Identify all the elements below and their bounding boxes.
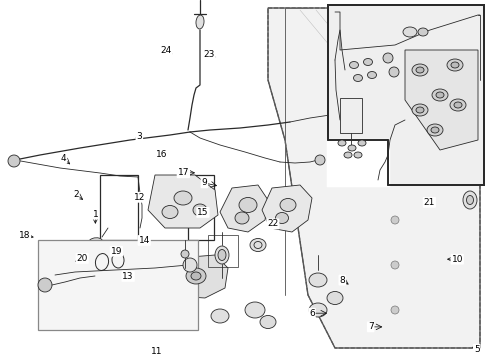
Ellipse shape xyxy=(363,58,372,66)
Ellipse shape xyxy=(215,246,228,264)
Circle shape xyxy=(181,250,189,258)
Text: 2: 2 xyxy=(73,190,79,199)
Ellipse shape xyxy=(430,127,438,133)
Polygon shape xyxy=(267,8,479,348)
Text: 1: 1 xyxy=(92,210,98,219)
Text: 15: 15 xyxy=(197,208,208,217)
Ellipse shape xyxy=(196,15,203,29)
Text: 24: 24 xyxy=(160,46,172,55)
Bar xyxy=(207,235,238,267)
Ellipse shape xyxy=(218,249,225,261)
Text: 17: 17 xyxy=(177,168,189,177)
Ellipse shape xyxy=(353,75,362,81)
Ellipse shape xyxy=(453,102,461,108)
Text: 21: 21 xyxy=(423,198,434,207)
Ellipse shape xyxy=(415,67,423,73)
Ellipse shape xyxy=(367,72,376,78)
Text: 5: 5 xyxy=(473,345,479,354)
Circle shape xyxy=(183,258,197,272)
Ellipse shape xyxy=(426,124,442,136)
Ellipse shape xyxy=(349,62,358,68)
Ellipse shape xyxy=(162,206,178,219)
Text: 10: 10 xyxy=(450,255,462,264)
Text: 14: 14 xyxy=(138,236,150,245)
Text: 4: 4 xyxy=(61,154,66,163)
Ellipse shape xyxy=(446,59,462,71)
Ellipse shape xyxy=(357,140,365,146)
Polygon shape xyxy=(404,50,477,150)
Ellipse shape xyxy=(337,140,346,146)
Circle shape xyxy=(390,176,398,184)
Ellipse shape xyxy=(308,273,326,287)
Polygon shape xyxy=(148,175,218,228)
Ellipse shape xyxy=(326,292,342,305)
Ellipse shape xyxy=(280,198,295,211)
Polygon shape xyxy=(162,255,227,298)
Text: 11: 11 xyxy=(150,346,162,356)
Circle shape xyxy=(314,155,325,165)
Bar xyxy=(187,175,214,240)
Ellipse shape xyxy=(415,107,423,113)
Text: 20: 20 xyxy=(76,254,88,263)
Text: 6: 6 xyxy=(308,309,314,318)
Bar xyxy=(339,98,361,133)
Ellipse shape xyxy=(244,302,264,318)
Ellipse shape xyxy=(275,212,288,224)
Polygon shape xyxy=(262,185,311,232)
Circle shape xyxy=(8,155,20,167)
Ellipse shape xyxy=(431,89,447,101)
Ellipse shape xyxy=(462,191,476,209)
Ellipse shape xyxy=(174,191,192,205)
Circle shape xyxy=(390,261,398,269)
Ellipse shape xyxy=(185,268,205,284)
Ellipse shape xyxy=(411,64,427,76)
Ellipse shape xyxy=(411,104,427,116)
Text: 22: 22 xyxy=(266,219,278,228)
Ellipse shape xyxy=(260,315,275,328)
Circle shape xyxy=(388,67,398,77)
Ellipse shape xyxy=(191,272,201,280)
Bar xyxy=(327,5,483,185)
Circle shape xyxy=(340,105,350,115)
Ellipse shape xyxy=(239,198,257,212)
Ellipse shape xyxy=(466,195,472,204)
Circle shape xyxy=(390,216,398,224)
Text: 7: 7 xyxy=(367,323,373,331)
Text: 12: 12 xyxy=(133,193,145,202)
Text: 8: 8 xyxy=(339,276,345,284)
Ellipse shape xyxy=(210,309,228,323)
Polygon shape xyxy=(220,185,267,232)
Bar xyxy=(100,175,138,240)
Text: 13: 13 xyxy=(122,272,134,281)
Ellipse shape xyxy=(449,99,465,111)
Circle shape xyxy=(390,306,398,314)
Ellipse shape xyxy=(347,145,355,151)
Ellipse shape xyxy=(193,204,206,216)
Ellipse shape xyxy=(417,28,427,36)
Ellipse shape xyxy=(353,152,361,158)
Ellipse shape xyxy=(249,238,265,252)
Text: 18: 18 xyxy=(19,231,30,240)
Text: 19: 19 xyxy=(110,247,122,256)
Ellipse shape xyxy=(308,303,326,317)
Text: 16: 16 xyxy=(155,150,167,159)
Circle shape xyxy=(38,278,52,292)
Text: 3: 3 xyxy=(136,132,142,141)
Ellipse shape xyxy=(450,62,458,68)
Bar xyxy=(38,240,198,330)
Text: 9: 9 xyxy=(201,178,207,187)
Text: 23: 23 xyxy=(203,50,215,59)
Ellipse shape xyxy=(402,27,416,37)
Bar xyxy=(327,140,387,185)
Ellipse shape xyxy=(235,212,248,224)
Circle shape xyxy=(382,53,392,63)
Ellipse shape xyxy=(86,238,103,252)
Ellipse shape xyxy=(343,152,351,158)
Ellipse shape xyxy=(435,92,443,98)
